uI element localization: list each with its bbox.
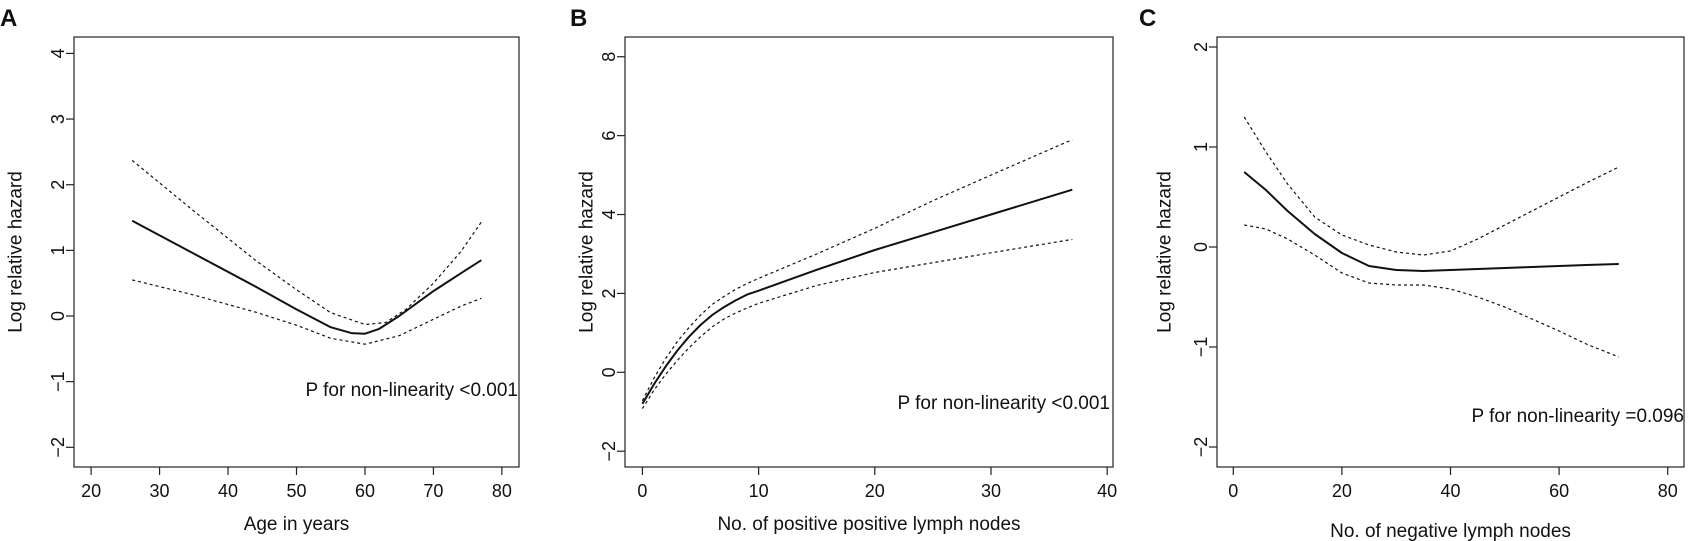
x-axis-title: No. of negative lymph nodes — [1330, 521, 1571, 541]
series-lines — [131, 159, 482, 345]
x-axis-title: No. of positive positive lymph nodes — [717, 514, 1020, 535]
series-lines — [1243, 116, 1620, 358]
x-tick-label: 20 — [865, 481, 885, 501]
x-tick-label: 60 — [355, 481, 375, 501]
p-value-annotation: P for non-linearity <0.001 — [306, 380, 518, 401]
x-tick-label: 30 — [150, 481, 170, 501]
y-tick-label: −1 — [1191, 337, 1211, 358]
y-tick-label: −2 — [599, 441, 619, 462]
y-tick-label: 4 — [599, 210, 619, 220]
x-tick-label: 30 — [981, 481, 1001, 501]
x-tick-label: 40 — [1097, 481, 1117, 501]
x-axis-ticks: 0 10 20 30 40 — [637, 467, 1117, 501]
y-tick-label: 0 — [599, 367, 619, 377]
y-tick-label: 2 — [599, 288, 619, 298]
x-axis-ticks: 0 20 40 60 80 — [1228, 467, 1678, 501]
lower-ci-line — [641, 238, 1073, 409]
x-tick-label: 40 — [1440, 481, 1460, 501]
p-value-annotation: P for non-linearity <0.001 — [898, 393, 1110, 414]
y-axis-ticks: −2 0 2 4 6 8 — [599, 52, 625, 462]
x-tick-label: 80 — [1658, 481, 1678, 501]
x-tick-label: 20 — [81, 481, 101, 501]
x-tick-label: 80 — [492, 481, 512, 501]
x-tick-label: 40 — [218, 481, 238, 501]
y-tick-label: 2 — [1191, 42, 1211, 52]
upper-ci-line — [641, 139, 1073, 401]
estimate-line — [641, 188, 1073, 405]
y-tick-label: 0 — [1191, 242, 1211, 252]
x-tick-label: 0 — [1228, 481, 1238, 501]
y-axis-title: Log relative hazard — [6, 171, 27, 333]
x-axis-title: Age in years — [244, 514, 350, 535]
upper-ci-line — [131, 159, 482, 326]
plot-frame — [1216, 36, 1685, 468]
y-axis-ticks: −2 −1 0 1 2 3 4 — [48, 48, 74, 458]
panel-letter: C — [1139, 5, 1156, 32]
estimate-line — [131, 219, 482, 335]
plot-frame — [624, 36, 1114, 468]
x-tick-label: 0 — [637, 481, 647, 501]
panel-letter: B — [570, 5, 587, 32]
y-axis-title: Log relative hazard — [577, 171, 598, 333]
y-axis-ticks: −2 −1 0 1 2 — [1191, 42, 1217, 457]
p-value-annotation: P for non-linearity =0.096 — [1472, 406, 1684, 427]
y-tick-label: −2 — [48, 437, 68, 458]
y-tick-label: −2 — [1191, 437, 1211, 458]
plot-frame — [73, 36, 520, 468]
y-tick-label: 2 — [48, 180, 68, 190]
lower-ci-line — [1244, 224, 1620, 358]
y-axis-title: Log relative hazard — [1155, 171, 1176, 333]
x-tick-label: 20 — [1332, 481, 1352, 501]
y-tick-label: 1 — [1191, 142, 1211, 152]
series-lines — [641, 139, 1073, 409]
x-tick-label: 70 — [423, 481, 443, 501]
x-tick-label: 10 — [749, 481, 769, 501]
panel-c: C 0 20 40 60 80 −2 −1 0 1 2 No. of negative lymp… — [1139, 5, 1685, 541]
y-tick-label: 3 — [48, 114, 68, 124]
panel-b: B 0 10 20 30 40 −2 0 2 4 6 8 No. of positive posi… — [570, 5, 1117, 535]
lower-ci-line — [132, 279, 482, 345]
x-axis-ticks: 20 30 40 50 60 70 80 — [81, 467, 512, 501]
y-tick-label: −1 — [48, 371, 68, 392]
y-tick-label: 4 — [48, 48, 68, 58]
estimate-line — [1243, 171, 1619, 272]
y-tick-label: 0 — [48, 311, 68, 321]
y-tick-label: 8 — [599, 52, 619, 62]
upper-ci-line — [1243, 116, 1620, 256]
y-tick-label: 1 — [48, 245, 68, 255]
panel-letter: A — [0, 5, 17, 32]
x-tick-label: 50 — [286, 481, 306, 501]
x-tick-label: 60 — [1549, 481, 1569, 501]
y-tick-label: 6 — [599, 131, 619, 141]
